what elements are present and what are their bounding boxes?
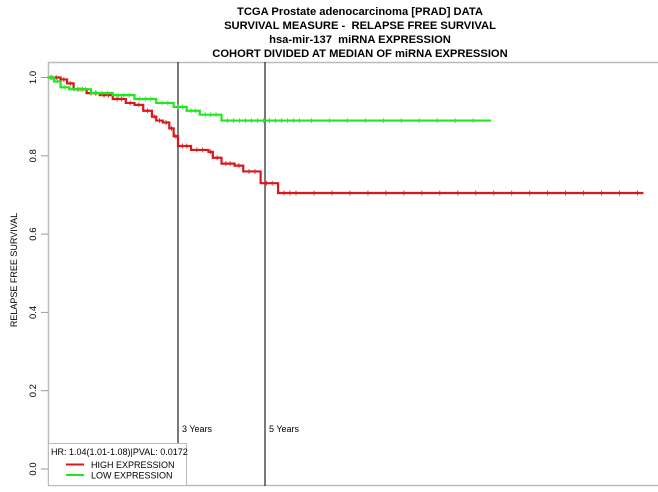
- y-tick-label: 0.4: [28, 306, 39, 319]
- chart-title: TCGA Prostate adenocarcinoma [PRAD] DATA…: [0, 5, 658, 61]
- y-tick-label: 1.0: [28, 71, 39, 84]
- y-tick-label: 0.6: [28, 227, 39, 240]
- title-line-4: COHORT DIVIDED AT MEDIAN OF miRNA EXPRES…: [212, 48, 508, 60]
- y-tick-label: 0.0: [28, 462, 39, 475]
- legend-label-low: LOW EXPRESSION: [91, 471, 173, 481]
- title-line-2: SURVIVAL MEASURE - RELAPSE FREE SURVIVAL: [224, 20, 496, 32]
- y-tick-label: 0.2: [28, 384, 39, 397]
- title-line-3: hsa-mir-137 miRNA EXPRESSION: [269, 34, 451, 46]
- km-curve-low-expression: [47, 76, 492, 122]
- title-line-1: TCGA Prostate adenocarcinoma [PRAD] DATA: [237, 6, 483, 18]
- y-tick-label: 0.8: [28, 149, 39, 162]
- legend-label-high: HIGH EXPRESSION: [91, 460, 175, 470]
- legend-hr-pval: HR: 1.04(1.01-1.08)|PVAL: 0.0172: [51, 447, 188, 457]
- censor-marks: [51, 75, 638, 196]
- reference-line-label: 3 Years: [182, 424, 213, 434]
- km-curve-high-expression: [47, 76, 644, 195]
- reference-line-label: 5 Years: [269, 424, 300, 434]
- censor-marks: [50, 75, 474, 124]
